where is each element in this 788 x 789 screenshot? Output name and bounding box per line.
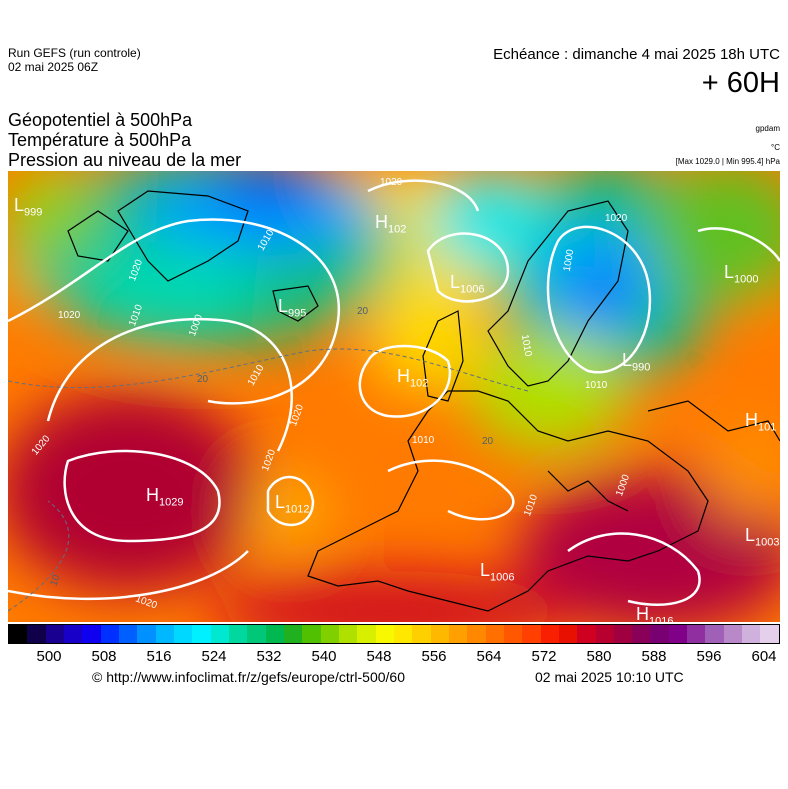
scale-tick: 524 [201, 648, 227, 665]
color-scale-swatch [540, 625, 559, 643]
color-scale-swatch [485, 625, 504, 643]
run-label: Run GEFS (run controle) [8, 46, 141, 60]
color-scale-swatch [45, 625, 64, 643]
color-scale-swatch [302, 625, 321, 643]
color-scale-swatch [668, 625, 688, 643]
isobar-label: 1020 [605, 213, 628, 224]
color-scale-swatch [522, 625, 541, 643]
color-scale-swatch [100, 625, 119, 643]
scale-tick: 540 [311, 648, 337, 665]
color-scale-swatch [338, 625, 358, 643]
color-scale-swatch [558, 625, 578, 643]
lead-time: + 60H [701, 67, 780, 99]
scale-tick: 596 [696, 648, 722, 665]
unit-celsius: °C [771, 143, 780, 152]
param-temperature: Température à 500hPa [8, 130, 192, 150]
scale-tick: 588 [641, 648, 667, 665]
color-scale-swatch [118, 625, 138, 643]
isobar-label: 1020 [58, 310, 81, 321]
pressure-center-low-east-med: L1003 [745, 525, 780, 549]
color-scale-swatch [210, 625, 229, 643]
color-scale-swatch [467, 625, 486, 643]
isotherms [8, 348, 529, 612]
color-scale-swatch [705, 625, 724, 643]
isobars [8, 179, 780, 606]
color-scale-swatch [283, 625, 303, 643]
scale-tick: 548 [366, 648, 392, 665]
geopotential-field [8, 171, 780, 622]
generated-time: 02 mai 2025 10:10 UTC [535, 669, 684, 685]
color-scale-swatch [412, 625, 431, 643]
color-scale-swatch [723, 625, 743, 643]
isobar-label: 1010 [585, 380, 608, 391]
param-geopotential: Géopotentiel à 500hPa [8, 110, 193, 130]
isobar-label: 1010 [412, 435, 435, 446]
color-scale-swatch [63, 625, 83, 643]
color-scale-swatch [760, 625, 779, 643]
copyright-link[interactable]: © http://www.infoclimat.fr/z/gefs/europe… [92, 669, 406, 685]
unit-gpdam: gpdam [755, 124, 780, 133]
color-scale-swatch [173, 625, 193, 643]
pressure-center-high-norwegian: H102 [375, 212, 407, 236]
color-scale-swatch [742, 625, 761, 643]
coastlines [67, 190, 780, 612]
weather-map [8, 171, 780, 622]
color-scale-swatch [9, 625, 28, 643]
color-scale-swatch [632, 625, 651, 643]
color-scale-swatch [247, 625, 266, 643]
color-scale-swatch [137, 625, 156, 643]
pressure-center-low-north-africa: L1006 [480, 560, 515, 584]
pressure-center-low-russia: L1000 [724, 262, 759, 286]
color-scale-swatch [687, 625, 706, 643]
pressure-center-low-iceland: L999 [14, 195, 43, 219]
color-scale-swatch [503, 625, 523, 643]
pressure-center-high-east-edge: H101 [745, 410, 777, 434]
scale-tick: 556 [421, 648, 447, 665]
pressure-center-low-atlantic-west: L1012 [275, 492, 310, 516]
color-scale-swatch [155, 625, 174, 643]
color-scale-swatch [357, 625, 376, 643]
isotherm-label: 20 [197, 374, 209, 385]
color-scale-swatch [320, 625, 339, 643]
param-pressure: Pression au niveau de la mer [8, 150, 242, 170]
scale-tick: 572 [531, 648, 557, 665]
pressure-center-high-azores: H1029 [146, 485, 184, 509]
max-min-pressure: [Max 1029.0 | Min 995.4] hPa [675, 157, 780, 166]
color-scale-swatch [265, 625, 284, 643]
color-scale-swatch [82, 625, 101, 643]
color-scale-swatch [448, 625, 468, 643]
scale-tick: 564 [476, 648, 502, 665]
color-scale-swatch [393, 625, 413, 643]
scale-tick: 604 [751, 648, 777, 665]
scale-tick: 580 [586, 648, 612, 665]
scale-tick: 500 [36, 648, 62, 665]
isotherm-label: 20 [482, 436, 494, 447]
isotherm-label: 20 [357, 306, 369, 317]
color-scale-swatch [650, 625, 669, 643]
pressure-center-high-biscay: H102 [397, 366, 429, 390]
map-canvas [8, 171, 780, 622]
scale-tick: 508 [91, 648, 117, 665]
scale-tick: 532 [256, 648, 282, 665]
forecast-valid-time: Echéance : dimanche 4 mai 2025 18h UTC [493, 46, 780, 63]
color-scale [8, 624, 780, 644]
color-scale-swatch [613, 625, 633, 643]
color-scale-swatch [375, 625, 394, 643]
color-scale-swatch [27, 625, 46, 643]
color-scale-swatch [228, 625, 248, 643]
color-scale-swatch [577, 625, 596, 643]
scale-tick: 516 [146, 648, 172, 665]
pressure-center-low-baltic: L990 [622, 350, 651, 374]
color-scale-swatch [595, 625, 614, 643]
color-scale-swatch [192, 625, 211, 643]
isobar-label: 1020 [380, 177, 403, 188]
pressure-center-low-north-sea: L1006 [450, 272, 485, 296]
pressure-center-low-atlantic: L995 [278, 296, 307, 320]
color-scale-swatch [430, 625, 449, 643]
run-date: 02 mai 2025 06Z [8, 60, 99, 74]
